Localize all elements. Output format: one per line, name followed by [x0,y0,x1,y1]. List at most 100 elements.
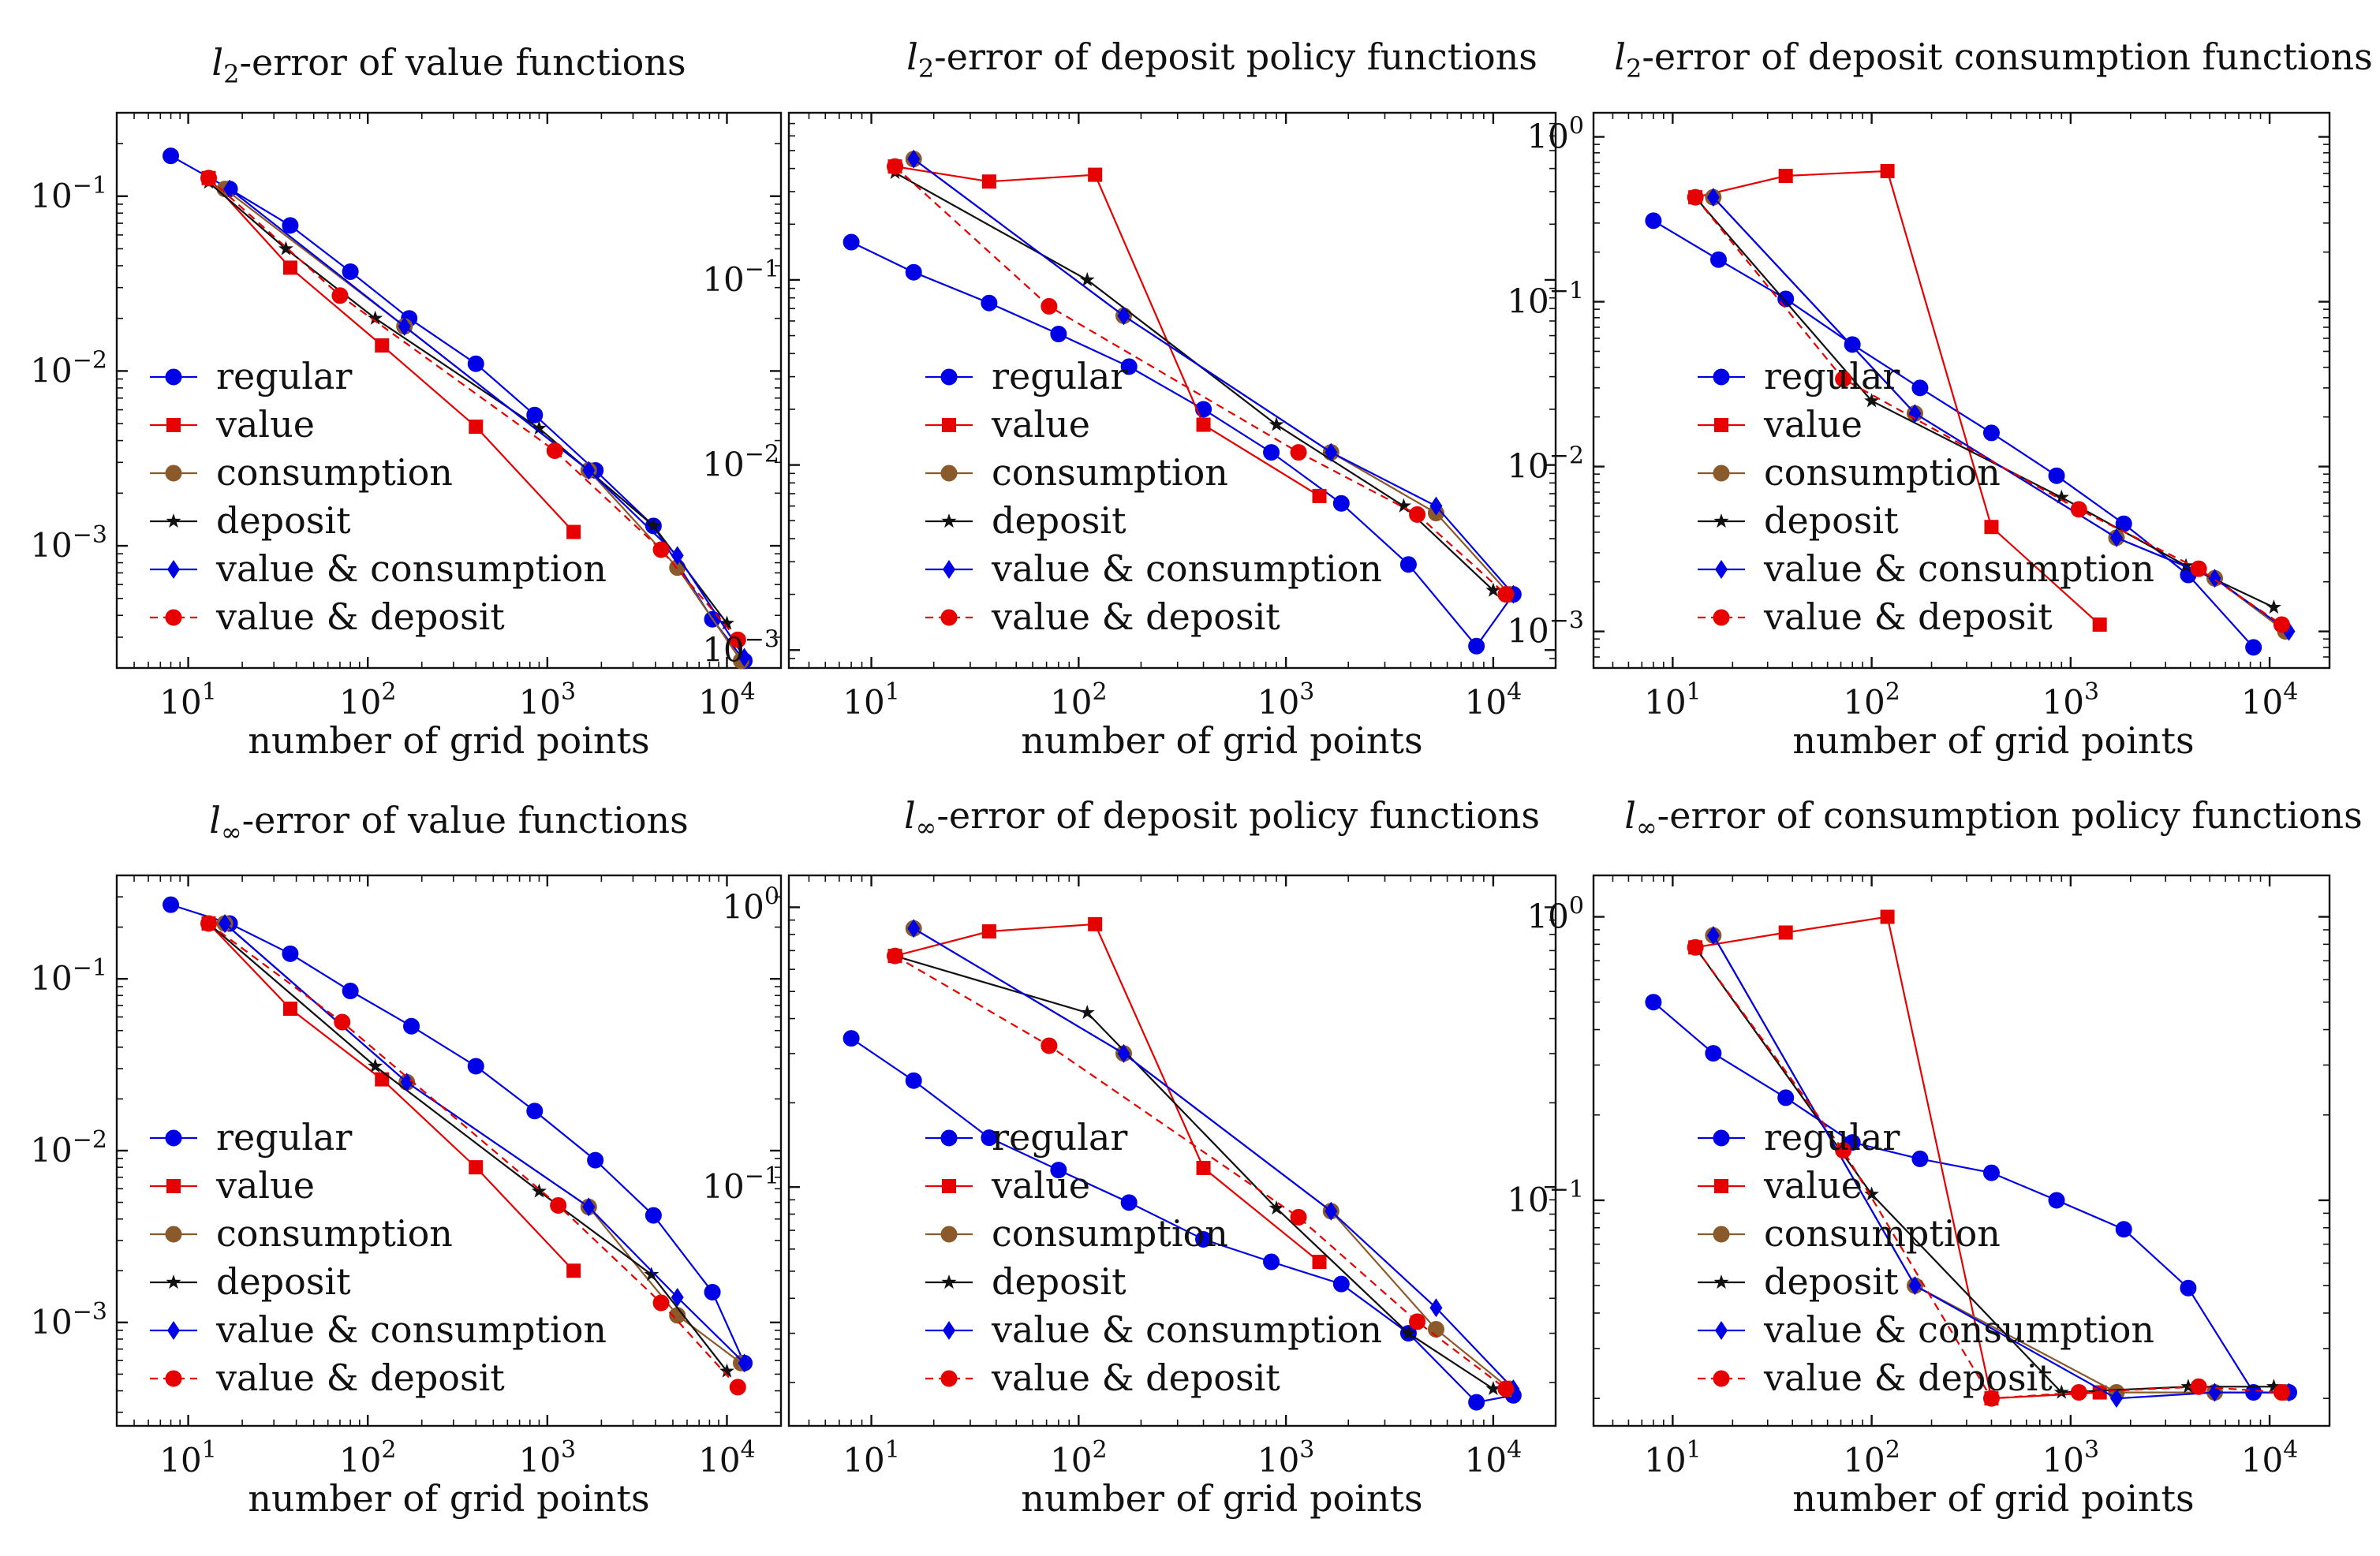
y-tick-label: 10−2 [1507,442,1584,486]
data-point-deposit [1268,1200,1284,1215]
y-tick-label: 10−1 [30,172,107,215]
data-point-value [1196,1160,1211,1175]
data-point-value [1778,925,1793,940]
legend-label: value & consumption [215,547,607,590]
legend: regular value consumption deposit value & co… [150,1116,607,1399]
data-point-value-consumption [1325,1201,1338,1221]
data-point-regular [587,1151,604,1169]
legend-marker-deposit [166,513,181,528]
data-point-regular [1468,637,1485,655]
data-point-value-deposit [1290,1208,1307,1226]
data-point-regular [1120,1194,1138,1211]
series-line-value-deposit [894,955,1507,1390]
x-tick-label: 101 [1644,678,1702,722]
data-point-regular [1332,1275,1350,1293]
plot-frame [1592,874,2331,1427]
data-point-value [566,1263,581,1278]
x-tick-label: 102 [1843,1436,1900,1480]
data-point-value-deposit [1497,1380,1515,1397]
x-tick-label: 104 [2241,1436,2299,1480]
legend-label: value & consumption [1763,1308,2154,1351]
legend-label: value [1763,403,1863,446]
chart-title: l2-error of value functions [211,41,686,89]
data-point-value-deposit [334,1013,351,1031]
data-point-value-consumption [582,1197,596,1217]
series-line-deposit [894,171,1494,591]
chart-title: l2-error of deposit consumption function… [1614,35,2372,84]
data-point-value-deposit [200,170,218,187]
data-point-deposit [1079,271,1095,287]
legend-label: deposit [1764,499,1899,542]
legend-marker-value-deposit [940,1370,958,1387]
data-point-regular [1777,290,1795,308]
data-point-value-consumption [671,1288,684,1308]
x-tick-label: 104 [1465,1436,1523,1480]
y-axis-ticks [789,906,1556,1383]
legend-label: value & deposit [991,1356,1280,1399]
x-tick-label: 104 [2241,678,2299,722]
legend-marker-consumption [1713,465,1730,482]
legend-label: regular [1764,355,1900,397]
legend-marker-consumption [165,465,182,482]
legend-label: deposit [216,1260,351,1303]
x-axis-label: number of grid points [248,1477,649,1520]
data-point-value-deposit [1409,1313,1426,1330]
y-tick-label: 10−3 [30,521,107,565]
data-point-regular [1263,444,1280,461]
legend-marker-value-deposit [1713,609,1730,626]
data-point-consumption [1427,1321,1444,1338]
data-point-regular [905,1072,922,1089]
series-line-value [895,166,1321,497]
y-tick-label: 100 [722,882,779,926]
data-point-value-deposit [550,1196,567,1214]
series-group [1645,163,2296,656]
data-point-value [1778,168,1793,183]
data-point-value-deposit [1835,1142,1852,1159]
data-point-regular [163,896,180,913]
x-axis-ticks [1593,875,2330,1426]
legend-marker-value-deposit [165,609,182,626]
data-point-deposit [2053,489,2069,504]
x-tick-label: 101 [843,678,900,722]
legend-label: value & deposit [1763,1356,2053,1399]
x-tick-label: 101 [159,1436,217,1480]
data-point-deposit [645,517,661,532]
data-point-deposit [1079,1005,1095,1020]
legend: regular value consumption deposit value & co… [1698,355,2154,638]
legend-label: consumption [992,1212,1228,1255]
chart-title: l∞-error of consumption policy functions [1624,794,2362,842]
legend-marker-value-consumption [167,1321,180,1340]
data-point-value-deposit [887,158,904,175]
legend-marker-value [1714,418,1728,432]
data-point-regular [843,233,860,251]
series-group [843,149,1522,655]
y-tick-label: 10−1 [702,1162,779,1206]
x-axis-label: number of grid points [1792,719,2194,762]
legend-label: value [215,403,315,446]
legend: regular value consumption deposit value & co… [925,1116,1382,1399]
data-point-value-consumption [907,919,921,938]
series-line-deposit [207,181,728,625]
legend-label: regular [992,355,1127,397]
x-tick-label: 101 [843,1436,900,1480]
data-point-regular [1399,556,1417,573]
data-point-regular [2048,467,2065,484]
data-point-deposit [1485,582,1501,597]
data-point-regular [704,1283,721,1300]
data-point-value-consumption [1117,1043,1130,1063]
x-axis-label: number of grid points [1021,1477,1422,1520]
x-axis-ticks [116,113,782,668]
data-point-regular [1844,336,1861,353]
data-point-value-deposit [1687,188,1704,206]
legend-label: consumption [992,451,1228,494]
data-point-deposit [1485,1380,1501,1396]
legend-marker-consumption [165,1226,182,1243]
data-point-value-deposit [2190,560,2207,577]
data-point-regular [2245,639,2262,656]
x-tick-label: 103 [519,1436,577,1480]
data-point-value-deposit [729,1379,746,1396]
legend-label: value & deposit [1763,595,2053,638]
legend-label: value & consumption [991,547,1382,590]
x-axis-ticks [116,875,782,1426]
legend-label: value & consumption [991,1308,1382,1351]
